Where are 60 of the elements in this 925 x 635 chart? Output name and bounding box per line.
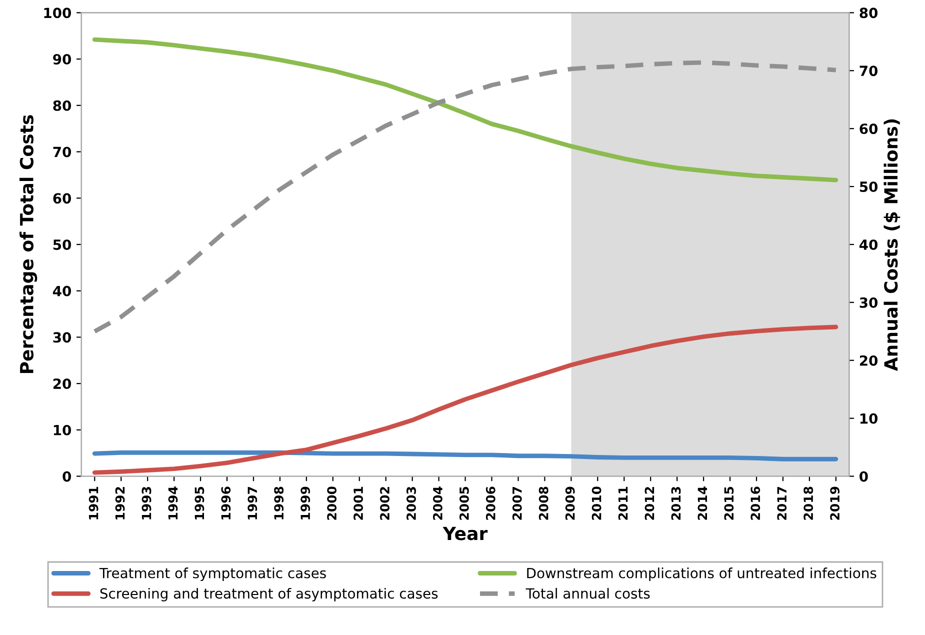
x-tick-label: 2005 [459,486,469,520]
y2-tick-label: 70 [860,66,878,76]
x-tick-label: 1995 [194,486,204,520]
legend-label: Downstream complications of untreated infections [527,568,876,581]
x-tick-label: 2003 [406,486,416,520]
x-tick-label: 2015 [724,486,734,520]
y-tick-label: 90 [53,54,72,65]
y-tick-label: 0 [62,471,72,482]
x-tick-label: 2011 [618,486,628,520]
y-tick-label: 70 [53,146,72,158]
y-tick-label: 100 [44,8,72,18]
x-tick-label: 2000 [327,486,337,520]
x-tick-label: 2008 [538,486,548,520]
y2-tick-label: 20 [860,355,878,366]
legend-label: Treatment of symptomatic cases [99,568,326,581]
x-tick-label: 1993 [142,486,152,520]
y2-tick-label: 80 [860,8,878,18]
x-tick-label: 2007 [512,486,522,520]
line-series [92,37,838,182]
x-tick-label: 2012 [644,487,654,520]
x-tick-label: 2006 [486,486,496,520]
y-tick-label: 40 [52,286,72,296]
x-tick-label: 2009 [565,486,575,520]
x-tick-label: 2017 [777,486,787,520]
legend-label: Screening and treatment of asymptomatic cases [100,588,438,602]
line-series [92,60,838,334]
x-tick-label: 2019 [830,486,840,520]
x-axis-title: Year [442,526,488,540]
line-series [92,450,838,462]
y-tick-label: 30 [53,332,72,343]
x-tick-label: 1994 [168,486,178,520]
x-tick-label: 2016 [750,486,760,520]
y2-tick-label: 40 [859,239,878,250]
y2-tick-label: 50 [860,182,878,192]
x-tick-label: 1991 [88,486,98,520]
x-tick-label: 2018 [804,486,814,520]
x-tick-label: 1998 [274,486,284,520]
y-axis-title: Percentage of Total Costs [20,115,38,374]
x-tick-label: 2013 [671,486,681,520]
x-tick-label: 2014 [698,486,708,520]
y-tick-label: 80 [53,100,72,111]
x-tick-label: 1996 [221,486,231,520]
y2-tick-label: 30 [860,297,878,308]
y2-tick-label: 0 [860,471,868,482]
x-tick-label: 1999 [300,486,310,520]
x-tick-label: 1992 [115,487,125,520]
y-tick-label: 50 [53,239,72,250]
y2-tick-label: 10 [860,413,878,424]
line-series [92,324,838,475]
x-tick-label: 2002 [380,487,390,520]
x-tick-label: 1997 [248,486,258,520]
y2-tick-label: 60 [860,124,878,134]
y2-axis-title: Annual Costs ($ Millions) [884,119,900,372]
legend-label: Total annual costs [526,588,650,599]
x-tick-label: 2010 [592,486,602,520]
y-tick-label: 10 [54,424,72,436]
x-tick-label: 2001 [354,486,364,520]
x-tick-label: 2004 [432,486,442,520]
y-tick-label: 60 [53,193,72,204]
y-tick-label: 20 [53,378,72,390]
